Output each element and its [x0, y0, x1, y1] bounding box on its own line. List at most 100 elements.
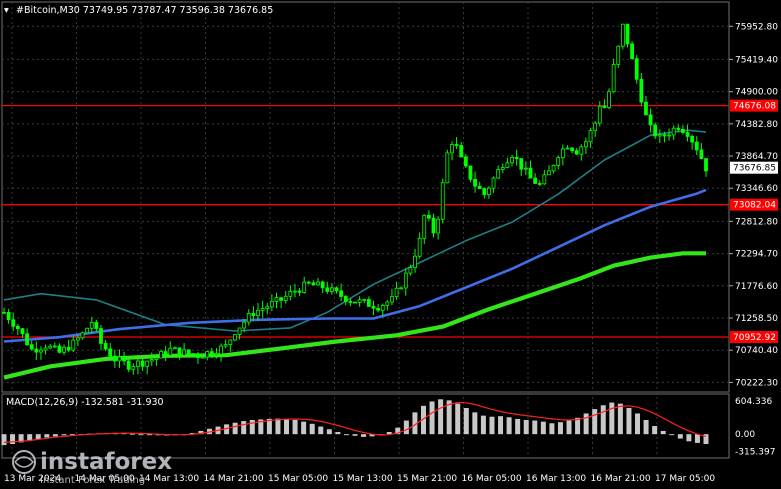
candle-body: [339, 290, 344, 297]
macd-bar: [35, 434, 41, 440]
candle-body: [533, 177, 538, 184]
y-tick-label: 73864.70: [735, 152, 778, 162]
macd-bar: [1, 434, 7, 446]
candle-body: [366, 299, 371, 307]
candle-body: [196, 354, 200, 358]
macd-bar: [523, 420, 529, 435]
macd-bar: [301, 421, 307, 435]
macd-bar: [557, 422, 563, 435]
candle-body: [685, 132, 690, 137]
candle-body: [514, 157, 519, 159]
candle-body: [177, 347, 182, 356]
macd-bar: [412, 412, 418, 435]
macd-bar: [369, 434, 375, 437]
chart-dropdown-arrow-icon[interactable]: ▾: [4, 5, 9, 16]
candle-body: [505, 162, 510, 168]
candle-body: [620, 23, 625, 47]
candle-body: [385, 301, 390, 306]
candle-body: [376, 307, 380, 311]
candle-body: [186, 349, 191, 354]
candle-body: [662, 134, 667, 137]
candle-body: [140, 360, 145, 367]
y-tick-label: 75419.40: [735, 55, 778, 65]
candle-body: [172, 347, 177, 350]
candle-body: [473, 178, 477, 187]
candle-body: [634, 58, 639, 80]
candle-body: [251, 313, 256, 317]
candle-body: [20, 328, 25, 335]
current-price-tag: [730, 161, 778, 174]
macd-bar: [592, 409, 598, 435]
candle-body: [223, 344, 228, 347]
candle-body: [214, 353, 219, 356]
candlesticks: [2, 23, 708, 375]
macd-bar: [258, 419, 264, 435]
candle-body: [357, 299, 362, 303]
macd-bar: [241, 421, 247, 435]
candle-body: [657, 134, 662, 137]
macd-signal-line: [3, 401, 707, 443]
candle-body: [579, 146, 584, 155]
candle-body: [2, 311, 6, 314]
candle-body: [265, 306, 270, 309]
candle-body: [519, 158, 524, 170]
candle-body: [667, 134, 671, 137]
macd-bar: [420, 405, 426, 435]
y-tick-label: 71776.60: [735, 282, 778, 292]
candle-body: [463, 156, 468, 167]
candle-body: [182, 349, 187, 356]
moving-averages: [3, 129, 707, 380]
x-tick-label: 15 Mar 05:00: [268, 474, 328, 484]
macd-bar: [249, 420, 255, 435]
macd-bar: [284, 418, 290, 435]
macd-bar: [52, 434, 58, 437]
candle-body: [205, 351, 210, 358]
price-axis: 75952.80 75419.40 74900.00 74382.80 73864.70…: [729, 22, 778, 457]
candle-body: [551, 164, 556, 172]
macd-bar: [600, 405, 606, 435]
candle-body: [89, 321, 94, 329]
y-tick-label: 72294.70: [735, 250, 778, 260]
candle-body: [607, 91, 611, 108]
macd-bar: [44, 434, 50, 438]
candle-body: [390, 296, 394, 303]
macd-bar: [566, 420, 572, 435]
candle-body: [126, 360, 131, 370]
candle-body: [436, 218, 441, 234]
macd-bar: [472, 412, 478, 435]
x-tick-label: 16 Mar 05:00: [462, 474, 522, 484]
macd-y-tick-label: 0.00: [735, 430, 755, 440]
macd-bar: [198, 430, 204, 435]
candle-body: [108, 348, 113, 357]
candle-body: [29, 344, 34, 350]
candle-body: [325, 287, 330, 292]
macd-bar: [292, 420, 298, 435]
macd-bar: [361, 434, 367, 437]
macd-y-tick-label: 604.336: [735, 397, 772, 407]
level-tag: [730, 99, 778, 112]
candle-body: [681, 129, 685, 133]
candle-body: [644, 101, 648, 116]
candle-body: [334, 287, 339, 292]
macd-bar: [138, 434, 144, 436]
candle-body: [131, 366, 136, 370]
macd-bar: [609, 402, 615, 435]
candle-body: [237, 327, 242, 335]
candle-body: [477, 185, 482, 189]
macd-bar: [455, 403, 461, 435]
macd-bar: [309, 423, 315, 435]
macd-bar: [617, 403, 623, 435]
macd-bar: [18, 434, 24, 443]
candle-body: [422, 214, 427, 239]
level-tag: [730, 198, 778, 211]
candle-body: [219, 345, 223, 355]
x-tick-label: 16 Mar 13:00: [526, 474, 586, 484]
candle-body: [602, 105, 607, 108]
y-tick-label: 72812.80: [735, 217, 778, 227]
candle-body: [653, 124, 658, 137]
macd-bar: [652, 426, 658, 435]
macd-bar: [635, 413, 641, 435]
candle-body: [417, 237, 422, 257]
candle-body: [80, 332, 85, 339]
